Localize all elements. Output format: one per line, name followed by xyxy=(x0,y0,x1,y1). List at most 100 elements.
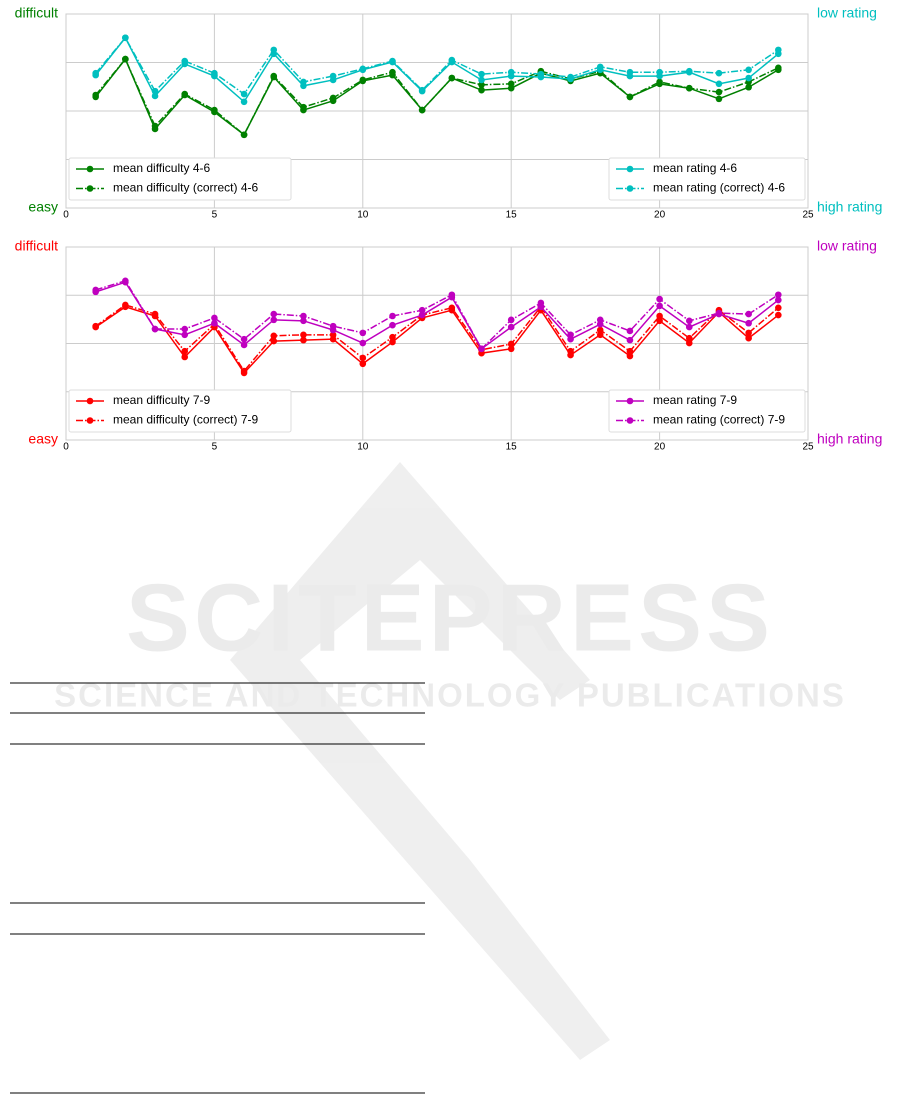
legend-label: mean difficulty (correct) 7-9 xyxy=(113,413,258,427)
data-point xyxy=(418,86,426,94)
data-point xyxy=(359,339,367,347)
chart: 0 5 10 15 20 25 difficult easy low rating high ra… xyxy=(15,238,883,453)
data-point xyxy=(122,301,129,309)
data-point xyxy=(507,68,515,76)
legend-marker xyxy=(86,397,94,405)
x-tick-label: 20 xyxy=(654,442,666,453)
data-point xyxy=(507,316,515,324)
data-point xyxy=(300,78,307,86)
data-point xyxy=(507,345,515,353)
data-point xyxy=(122,34,129,42)
data-point xyxy=(685,323,693,331)
data-point xyxy=(359,65,367,73)
data-point xyxy=(92,69,99,77)
data-point xyxy=(211,106,218,114)
legend-box xyxy=(608,389,806,433)
data-point xyxy=(507,323,515,331)
legend-label: mean difficulty 4-6 xyxy=(113,161,210,175)
data-point xyxy=(685,84,693,92)
data-point xyxy=(596,63,604,71)
table-rules xyxy=(10,682,425,1094)
series-line xyxy=(95,57,779,136)
data-point xyxy=(181,325,189,333)
data-point xyxy=(745,83,752,91)
data-point xyxy=(478,81,485,89)
data-point xyxy=(596,316,604,324)
y-top-label: difficult xyxy=(15,238,58,254)
data-point xyxy=(775,311,782,319)
x-tick-label: 10 xyxy=(357,210,369,221)
data-point xyxy=(775,46,782,54)
data-point xyxy=(745,329,752,337)
series-line xyxy=(95,279,779,351)
data-point xyxy=(626,352,634,360)
x-tick-label: 15 xyxy=(506,442,518,453)
data-point xyxy=(270,316,278,324)
data-point xyxy=(181,90,189,98)
x-tick-label: 25 xyxy=(802,442,814,453)
watermark-title: SCITEPRESS xyxy=(126,564,774,671)
data-point xyxy=(478,86,485,94)
data-point xyxy=(715,88,723,96)
legend-marker xyxy=(86,417,94,424)
data-point xyxy=(448,304,456,312)
data-point xyxy=(389,312,396,320)
y-bottom-label: easy xyxy=(28,431,58,447)
data-point xyxy=(270,310,278,318)
data-point xyxy=(389,333,396,341)
legend: mean difficulty 4-6 mean difficulty (corr… xyxy=(68,157,292,201)
data-point xyxy=(300,103,307,111)
data-point xyxy=(389,68,396,76)
data-point xyxy=(448,291,456,299)
data-point xyxy=(240,335,248,343)
legend-label: mean rating 7-9 xyxy=(653,393,737,407)
series-line xyxy=(95,36,779,96)
data-point xyxy=(418,106,426,114)
data-point xyxy=(715,80,723,88)
data-point xyxy=(478,70,485,78)
data-point xyxy=(418,306,426,314)
data-point xyxy=(240,341,248,349)
data-point xyxy=(181,331,189,339)
y-bottom-label: easy xyxy=(28,199,58,215)
data-point xyxy=(181,353,189,361)
data-point xyxy=(478,345,485,353)
data-point xyxy=(775,296,782,304)
data-point xyxy=(211,314,218,322)
legend-box xyxy=(68,389,292,433)
legend-box xyxy=(68,157,292,201)
data-point xyxy=(448,56,456,64)
data-point xyxy=(745,74,752,82)
data-point xyxy=(656,295,663,303)
data-point xyxy=(626,336,634,344)
data-point xyxy=(478,76,485,84)
legend-label: mean difficulty (correct) 4-6 xyxy=(113,181,258,195)
data-point xyxy=(240,367,248,375)
legend-marker xyxy=(626,397,634,405)
legend-marker xyxy=(626,417,634,424)
data-point xyxy=(715,95,723,103)
legend-label: mean rating (correct) 7-9 xyxy=(653,413,785,427)
data-point xyxy=(211,319,218,327)
data-point xyxy=(775,304,782,312)
data-point xyxy=(240,131,248,139)
data-point xyxy=(567,73,574,81)
data-point xyxy=(389,338,396,346)
data-point xyxy=(240,90,248,98)
x-tick-label: 0 xyxy=(63,210,69,221)
data-point xyxy=(596,331,604,339)
data-point xyxy=(151,325,159,333)
x-tick-label: 15 xyxy=(506,210,518,221)
data-point xyxy=(656,302,663,310)
x-tick-label: 0 xyxy=(63,442,69,453)
data-point xyxy=(567,331,574,339)
data-point xyxy=(567,347,574,355)
data-point xyxy=(92,91,99,99)
data-point xyxy=(626,347,634,355)
data-point xyxy=(240,98,248,106)
legend: mean rating 4-6 mean rating (correct) 4-6 xyxy=(608,157,806,201)
legend-marker xyxy=(626,165,634,173)
y2-bottom-label: high rating xyxy=(817,199,882,215)
legend: mean rating 7-9 mean rating (correct) 7-9 xyxy=(608,389,806,433)
data-point xyxy=(448,74,456,82)
